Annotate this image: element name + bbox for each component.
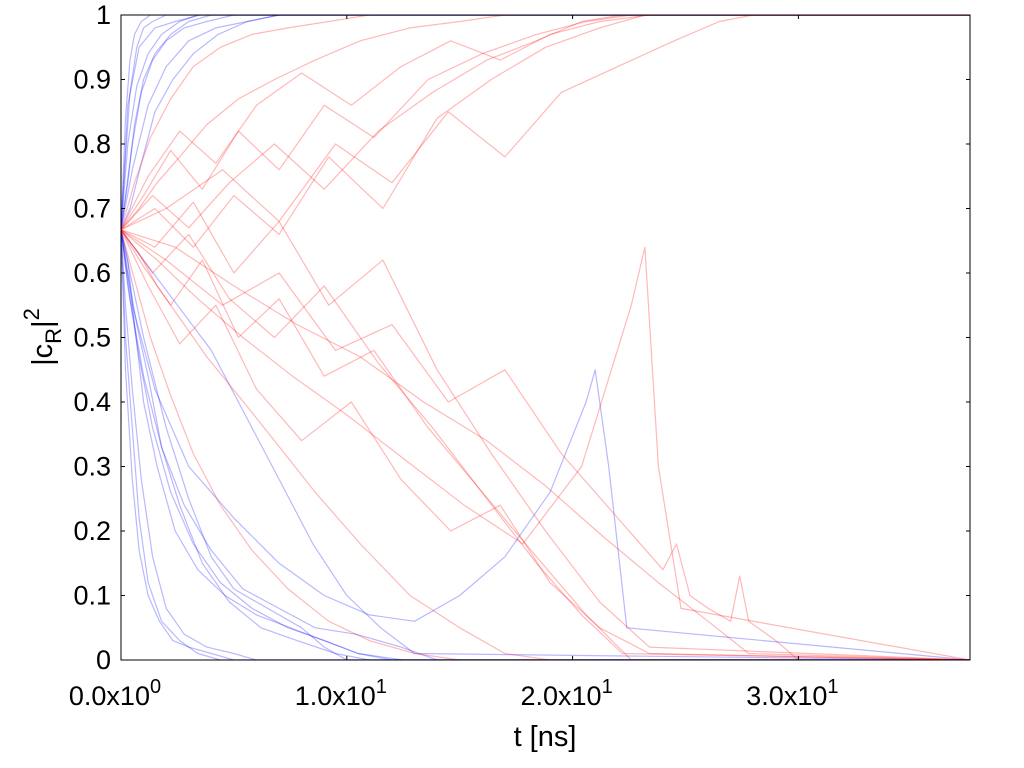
trajectory-line bbox=[121, 15, 970, 231]
plot-area bbox=[121, 15, 970, 660]
series-0 bbox=[121, 15, 970, 660]
x-tick-mantissa: 1.0x10 bbox=[295, 681, 376, 711]
x-tick-label: 2.0x101 bbox=[520, 676, 612, 711]
trajectory-line bbox=[121, 229, 970, 660]
trajectory-line bbox=[121, 229, 970, 660]
trajectory-line bbox=[121, 15, 970, 230]
x-tick-exponent: 1 bbox=[602, 676, 613, 698]
y-tick-label: 0.5 bbox=[73, 323, 111, 353]
y-axis-label-bar: | bbox=[27, 320, 59, 328]
tick-marks bbox=[120, 14, 970, 661]
svg-text:|cR|2: |cR|2 bbox=[19, 308, 66, 366]
trajectory-line bbox=[121, 201, 970, 660]
y-tick-label: 0.1 bbox=[73, 581, 111, 611]
trajectory-line bbox=[121, 15, 970, 230]
y-tick-label: 0.6 bbox=[73, 258, 111, 288]
trajectory-line bbox=[121, 15, 970, 231]
y-axis-label-superscript: 2 bbox=[19, 308, 44, 320]
x-tick-label: 0.0x100 bbox=[69, 676, 161, 711]
y-tick-label: 0.4 bbox=[73, 387, 111, 417]
trajectory-line bbox=[121, 15, 970, 231]
x-tick-labels: 0.0x100 1.0x101 2.0x101 3.0x101 bbox=[69, 676, 839, 711]
trajectory-line bbox=[121, 229, 970, 660]
y-axis-label-main: |c bbox=[27, 344, 59, 366]
trajectory-line bbox=[121, 229, 970, 660]
x-tick-exponent: 1 bbox=[827, 676, 838, 698]
y-tick-label: 0.7 bbox=[73, 194, 111, 224]
x-tick-mantissa: 3.0x10 bbox=[746, 681, 827, 711]
trajectory-line bbox=[121, 229, 970, 660]
trajectory-line bbox=[121, 15, 970, 230]
trajectory-line bbox=[121, 15, 970, 231]
y-tick-labels: 0 0.1 0.2 0.3 0.4 0.5 0.6 0.7 0.8 0.9 1 bbox=[73, 0, 111, 675]
trajectory-line bbox=[121, 229, 970, 660]
trajectory-line bbox=[121, 229, 970, 660]
trajectory-line bbox=[121, 229, 970, 660]
x-tick-exponent: 1 bbox=[376, 676, 387, 698]
y-tick-label: 0 bbox=[96, 645, 111, 675]
y-tick-label: 0.9 bbox=[73, 65, 111, 95]
trajectory-line bbox=[121, 15, 970, 230]
y-tick-label: 0.8 bbox=[73, 129, 111, 159]
trajectory-line bbox=[121, 229, 970, 660]
x-tick-mantissa: 0.0x10 bbox=[69, 681, 150, 711]
y-tick-label: 0.3 bbox=[73, 452, 111, 482]
x-axis-label: t [ns] bbox=[514, 721, 577, 753]
series-1 bbox=[121, 15, 970, 660]
trajectory-line bbox=[121, 15, 970, 231]
trajectory-line bbox=[121, 229, 970, 660]
series-layer bbox=[121, 15, 970, 660]
y-axis-label-subscript: R bbox=[41, 328, 66, 344]
trajectory-line bbox=[121, 229, 970, 660]
trajectory-line bbox=[121, 15, 970, 230]
trajectory-line bbox=[121, 229, 970, 660]
trajectory-line bbox=[121, 15, 970, 230]
trajectory-line bbox=[121, 229, 970, 660]
trajectory-line bbox=[121, 229, 970, 660]
trajectory-line bbox=[121, 15, 970, 231]
trajectory-line bbox=[121, 229, 970, 660]
y-tick-label: 1 bbox=[96, 0, 111, 30]
x-tick-mantissa: 2.0x10 bbox=[520, 681, 601, 711]
x-tick-label: 1.0x101 bbox=[295, 676, 387, 711]
trajectory-line bbox=[121, 15, 970, 230]
trajectory-line bbox=[121, 229, 970, 660]
trajectory-line bbox=[121, 15, 970, 248]
x-tick-exponent: 0 bbox=[150, 676, 161, 698]
trajectory-line bbox=[121, 15, 970, 230]
trajectory-line bbox=[121, 229, 970, 660]
trajectory-line bbox=[121, 229, 970, 660]
x-tick-label: 3.0x101 bbox=[746, 676, 838, 711]
y-axis-label: |cR|2 bbox=[19, 308, 66, 366]
y-tick-label: 0.2 bbox=[73, 516, 111, 546]
